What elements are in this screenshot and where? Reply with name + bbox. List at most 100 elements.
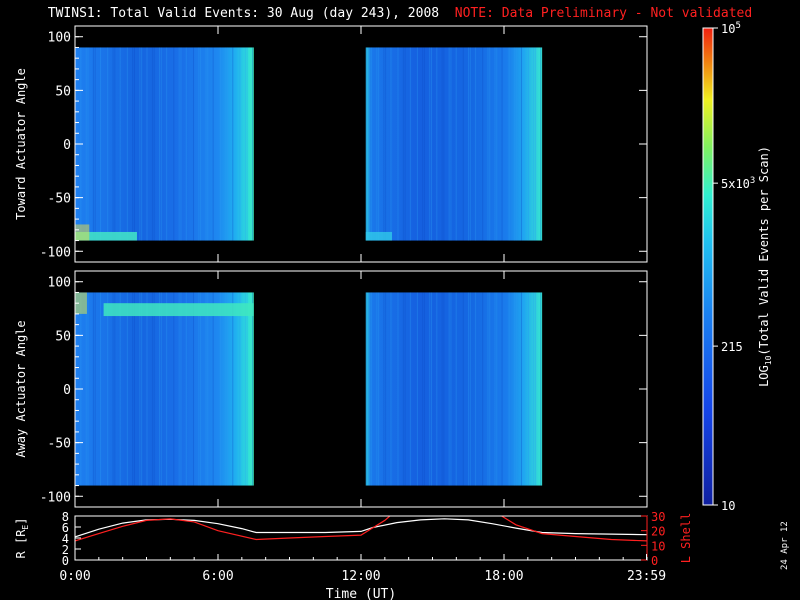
heatmap-stripe bbox=[441, 47, 443, 241]
heatmap-stripe bbox=[487, 292, 489, 486]
heatmap-stripe bbox=[501, 292, 503, 486]
heatmap-stripe bbox=[469, 292, 471, 486]
heatmap-stripe bbox=[494, 292, 496, 486]
heatmap-stripe bbox=[232, 292, 234, 486]
heatmap-stripe bbox=[239, 292, 241, 486]
y-axis-label: Toward Actuator Angle bbox=[14, 68, 28, 220]
y2-tick-label: 0 bbox=[651, 554, 658, 568]
low-angle-band bbox=[75, 231, 137, 241]
heatmap-stripe bbox=[429, 292, 431, 486]
heatmap-stripe bbox=[365, 292, 367, 486]
colorbar-ramp bbox=[703, 28, 713, 505]
heatmap-stripe bbox=[92, 47, 94, 241]
heatmap-stripe bbox=[219, 292, 221, 486]
heatmap-stripe bbox=[378, 47, 380, 241]
heatmap-stripe bbox=[126, 47, 128, 241]
heatmap-stripe bbox=[462, 292, 464, 486]
low-angle-band-2 bbox=[365, 231, 392, 241]
heatmap-panel-1: 100 50 0 -50 -100 Toward Actuator Angle bbox=[14, 25, 648, 263]
heatmap-stripe bbox=[450, 47, 452, 241]
heatmap-stripe bbox=[153, 292, 155, 486]
heatmap-stripe bbox=[489, 47, 491, 241]
heatmap-block-2-2 bbox=[365, 292, 543, 486]
lshell-series-line bbox=[75, 516, 647, 542]
heatmap-stripe bbox=[528, 292, 530, 486]
heatmap-stripe bbox=[239, 47, 241, 241]
heatmap-stripe bbox=[226, 47, 228, 241]
heatmap-stripe bbox=[159, 292, 161, 486]
heatmap-stripe bbox=[431, 47, 433, 241]
heatmap-stripe bbox=[244, 292, 246, 486]
x-tick-label: 23:59 bbox=[627, 569, 666, 584]
heatmap-stripe bbox=[402, 292, 404, 486]
heatmap-stripe bbox=[455, 47, 457, 241]
radius-axis-label: R [RE] bbox=[14, 518, 30, 559]
heatmap-stripe bbox=[112, 292, 114, 486]
heatmap-stripe bbox=[390, 47, 392, 241]
heatmap-stripe bbox=[409, 47, 411, 241]
heatmap-stripe bbox=[139, 292, 141, 486]
heatmap-block-1-2 bbox=[365, 47, 543, 241]
heatmap-stripe bbox=[85, 292, 87, 486]
heatmap-stripe bbox=[153, 47, 155, 241]
heatmap-stripe bbox=[540, 292, 542, 486]
heatmap-stripe bbox=[246, 47, 248, 241]
heatmap-stripe bbox=[383, 292, 385, 486]
heatmap-stripe bbox=[385, 292, 387, 486]
heatmap-texture bbox=[365, 292, 542, 486]
heatmap-stripe bbox=[385, 47, 387, 241]
heatmap-stripe bbox=[513, 292, 515, 486]
colorbar-tick-label: 105 bbox=[721, 21, 741, 36]
heatmap-stripe bbox=[520, 292, 522, 486]
heatmap-stripe bbox=[226, 292, 228, 486]
heatmap-stripe bbox=[371, 47, 373, 241]
colorbar-tick-label: 10 bbox=[721, 499, 735, 513]
heatmap-stripe bbox=[151, 47, 153, 241]
heatmap-stripe bbox=[423, 47, 425, 241]
x-tick-label: 0:00 bbox=[59, 569, 90, 584]
heatmap-stripe bbox=[212, 292, 214, 486]
heatmap-stripe bbox=[207, 292, 209, 486]
heatmap-stripe bbox=[132, 292, 134, 486]
heatmap-stripe bbox=[533, 47, 535, 241]
heatmap-stripe bbox=[436, 292, 438, 486]
heatmap-stripe bbox=[371, 292, 373, 486]
heatmap-stripe bbox=[513, 47, 515, 241]
y2-tick-label: 30 bbox=[651, 510, 665, 524]
heatmap-texture bbox=[365, 47, 542, 241]
heatmap-stripe bbox=[469, 47, 471, 241]
heatmap-stripe bbox=[133, 47, 135, 241]
y-tick-label: 0 bbox=[63, 383, 71, 398]
heatmap-stripe bbox=[383, 47, 385, 241]
heatmap-stripe bbox=[482, 292, 484, 486]
y-tick-label: 0 bbox=[62, 554, 69, 568]
heatmap-stripe bbox=[166, 292, 168, 486]
heatmap-stripe bbox=[422, 47, 424, 241]
y-tick-label: 100 bbox=[48, 276, 71, 291]
heatmap-stripe bbox=[443, 292, 445, 486]
heatmap-stripe bbox=[133, 292, 135, 486]
heatmap-stripe bbox=[180, 47, 182, 241]
heatmap-stripe bbox=[100, 47, 102, 241]
title-main: TWINS1: Total Valid Events: 30 Aug (day … bbox=[47, 6, 440, 21]
y-tick-label: -50 bbox=[48, 437, 71, 452]
y-tick-label: -50 bbox=[48, 192, 71, 207]
heatmap-stripe bbox=[515, 47, 517, 241]
heatmap-stripe bbox=[501, 47, 503, 241]
heatmap-stripe bbox=[141, 292, 143, 486]
heatmap-stripe bbox=[251, 47, 253, 241]
heatmap-stripe bbox=[112, 47, 114, 241]
heatmap-stripe bbox=[87, 292, 89, 486]
y-tick-label: 2 bbox=[62, 543, 69, 557]
heatmap-stripe bbox=[404, 292, 406, 486]
heatmap-stripe bbox=[180, 292, 182, 486]
colorbar-label: LOG10(Total Valid Events per Scan) bbox=[757, 146, 773, 387]
heatmap-stripe bbox=[450, 292, 452, 486]
y-axis-label: Away Actuator Angle bbox=[14, 320, 28, 457]
heatmap-stripe bbox=[173, 292, 175, 486]
heatmap-stripe bbox=[126, 292, 128, 486]
heatmap-stripe bbox=[160, 47, 162, 241]
heatmap-stripe bbox=[416, 47, 418, 241]
heatmap-stripe bbox=[475, 292, 477, 486]
heatmap-stripe bbox=[212, 47, 214, 241]
